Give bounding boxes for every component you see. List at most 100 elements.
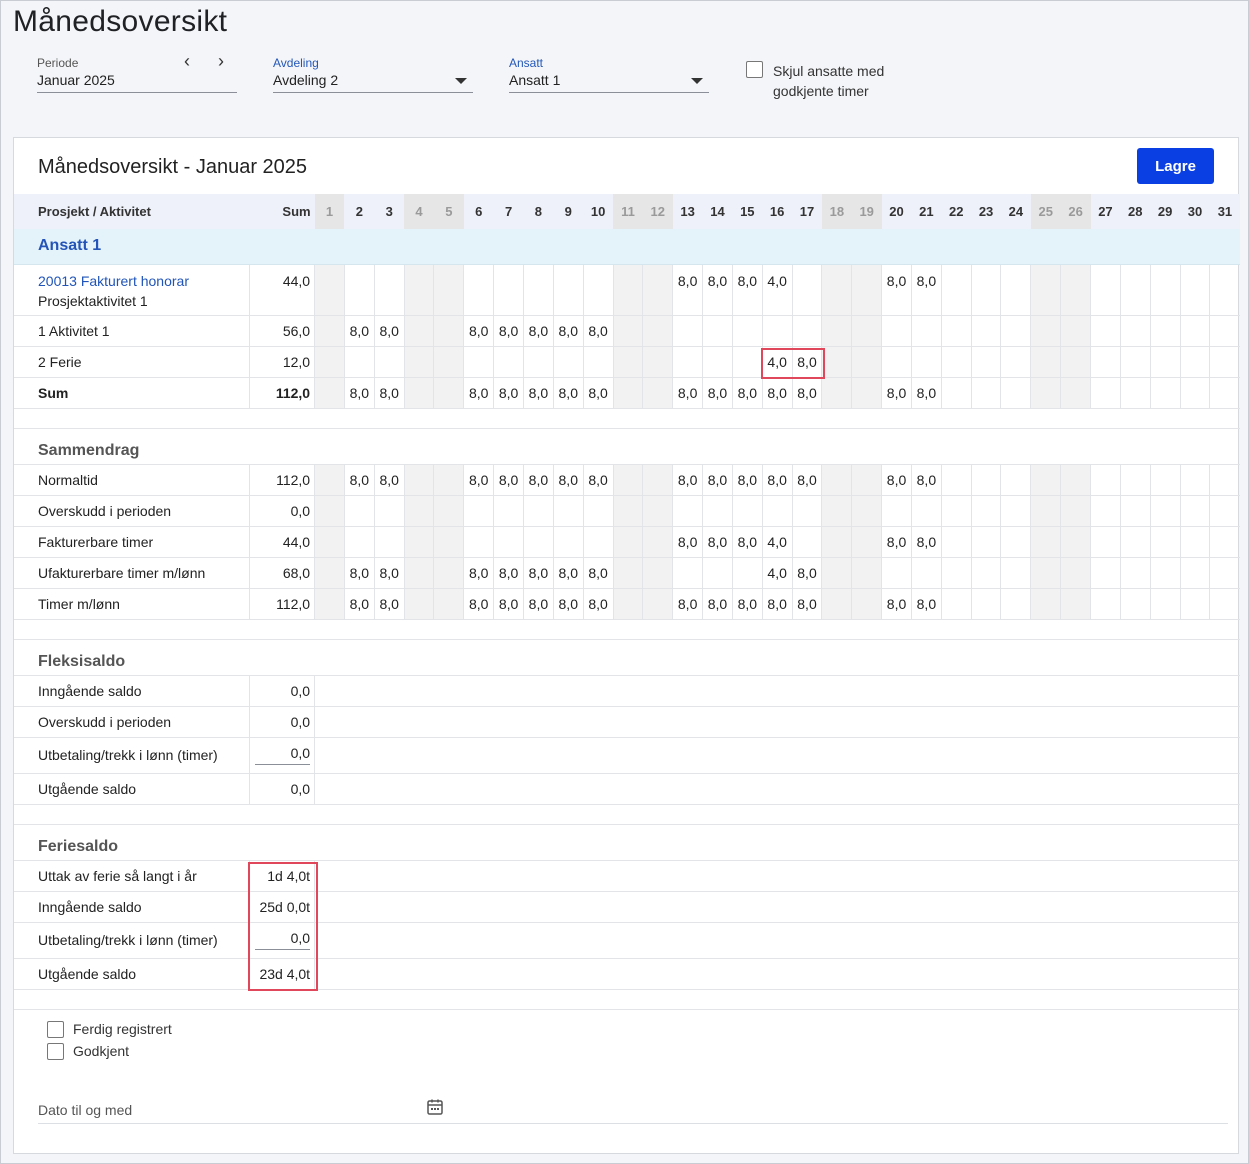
day-cell [522,346,554,378]
row-label: Sum [14,377,250,409]
saldo-filler [314,737,1240,774]
column-header-day: 24 [1000,194,1031,229]
day-cell [1119,377,1151,409]
day-cell: 8,0 [702,464,733,496]
saldo-label: Utbetaling/trekk i lønn (timer) [14,737,250,774]
saldo-filler [314,922,1240,959]
department-label: Avdeling [273,56,319,70]
day-cell [493,346,524,378]
column-header-day: 9 [553,194,584,229]
day-cell: 8,0 [522,377,554,409]
row-label: Fakturerbare timer [14,526,250,558]
saldo-input[interactable]: 0,0 [255,930,311,950]
day-cell [612,315,643,347]
day-cell: 8,0 [791,464,822,496]
day-cell: 8,0 [672,526,703,558]
approved-option[interactable]: Godkjent [47,1040,172,1062]
day-cell [1149,526,1181,558]
day-cell [1000,264,1031,316]
hide-approved-label: Skjul ansatte med godkjente timer [773,63,885,99]
timesheet-table: Prosjekt / Aktivitet Sum 1 2 3 4 5 6 7 8 9 10 11 12 13… [14,194,1240,1010]
saldo-filler [314,860,1240,892]
day-cell: 8,0 [552,315,584,347]
day-cell: 8,0 [373,464,405,496]
day-cell [522,526,554,558]
dropdown-arrow-icon[interactable] [455,78,467,84]
approved-checkbox[interactable] [47,1042,64,1060]
prev-period-button[interactable]: ‹ [184,51,190,71]
day-cell [433,346,464,378]
day-cell [702,315,733,347]
day-cell [881,495,912,527]
saldo-row: Utbetaling/trekk i lønn (timer) 0,0 [14,922,1240,959]
day-cell [970,526,1001,558]
day-cell: 8,0 [910,464,942,496]
row-label[interactable]: 20013 Fakturert honorar Prosjektaktivitet… [14,264,250,316]
day-cell [493,526,524,558]
day-cell [940,464,972,496]
day-cell [702,495,733,527]
day-cell [642,377,673,409]
summary-section-title-cell: Sammendrag [14,428,1240,465]
day-cell: 8,0 [373,557,405,589]
saldo-label: Inngående saldo [14,675,250,707]
day-cell: 8,0 [463,464,494,496]
day-cell [1209,315,1240,347]
day-cell [761,315,793,347]
column-header-day: 18 [821,194,852,229]
day-cell [1119,315,1151,347]
day-cell [851,495,882,527]
day-cell [1179,315,1210,347]
day-cell [493,264,524,316]
day-cell [612,557,643,589]
spacer-row-cell [14,619,1240,640]
done-checkbox[interactable] [47,1020,64,1038]
column-header-day: 19 [851,194,882,229]
hide-approved-option[interactable]: Skjul ansatte med godkjente timer [746,61,903,101]
day-cell [1119,588,1151,620]
saldo-label: Utgående saldo [14,958,250,990]
saldo-value[interactable]: 0,0 [248,922,315,959]
day-cell [851,557,882,589]
next-period-button[interactable]: › [218,51,224,71]
day-cell [672,315,703,347]
day-cell [940,495,972,527]
column-header-day: 31 [1209,194,1240,229]
save-button[interactable]: Lagre [1137,148,1214,184]
calendar-icon[interactable] [426,1098,444,1116]
project-link[interactable]: 20013 Fakturert honorar [38,272,189,289]
day-cell: 8,0 [343,464,375,496]
day-cell [314,464,345,496]
day-cell: 8,0 [910,588,942,620]
day-cell [642,557,673,589]
day-cell [1030,557,1061,589]
day-cell: 4,0 [761,264,793,316]
saldo-row: Utgående saldo 0,0 [14,773,1240,805]
day-cell [1060,495,1091,527]
column-header-day: 22 [941,194,972,229]
employee-select[interactable]: Ansatt Ansatt 1 [509,55,709,93]
day-cell [1119,557,1151,589]
day-cell [433,495,464,527]
day-cell [1179,588,1210,620]
day-cell: 8,0 [552,464,584,496]
approved-label: Godkjent [73,1043,130,1059]
employee-row: Ansatt 1 [14,229,1240,265]
spacer-row [14,989,1240,1010]
day-cell [1060,315,1091,347]
department-select[interactable]: Avdeling Avdeling 2 [273,55,473,93]
day-cell [1060,264,1091,316]
day-cell [731,346,763,378]
saldo-input[interactable]: 0,0 [255,745,311,765]
saldo-value[interactable]: 0,0 [248,737,315,774]
day-cell [314,315,345,347]
period-value[interactable]: Januar 2025 [37,72,115,88]
done-option[interactable]: Ferdig registrert [47,1018,172,1040]
date-input-line[interactable] [38,1123,1228,1124]
saldo-value: 1d 4,0t [248,860,315,892]
day-cell [1000,526,1031,558]
period-field[interactable]: Periode Januar 2025 [37,55,237,93]
dropdown-arrow-icon[interactable] [691,78,703,84]
hide-approved-checkbox[interactable] [746,61,763,78]
day-cell [373,495,405,527]
